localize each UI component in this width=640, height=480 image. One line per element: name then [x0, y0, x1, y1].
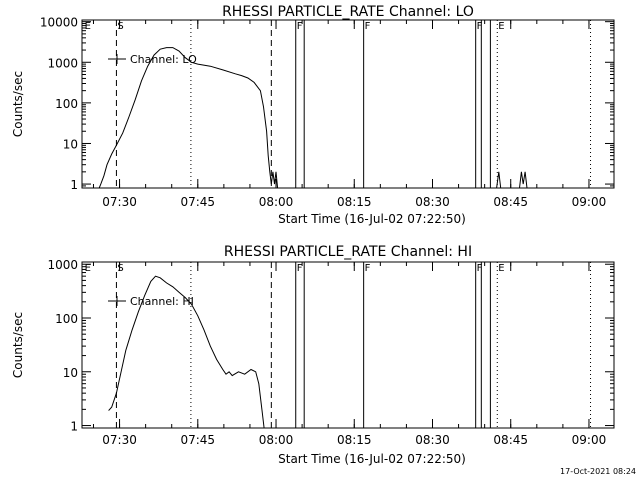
panel-lo: RHESSI PARTICLE_RATE Channel: LO E S F F F E 07…: [11, 4, 615, 226]
plot-frame: [81, 19, 615, 189]
legend-label: Channel: HI: [130, 295, 194, 308]
marker-label: F: [477, 263, 483, 274]
chart-title: RHESSI PARTICLE_RATE Channel: LO: [222, 4, 474, 20]
series-line: [519, 171, 528, 188]
x-tick-label: 08:30: [415, 195, 450, 209]
marker-label: S: [117, 21, 123, 32]
marker-label: S: [117, 263, 123, 274]
y-tick-label: 100: [55, 312, 78, 326]
y-tick-label: 1000: [47, 56, 78, 70]
y-axis-label: Counts/sec: [11, 312, 25, 378]
chart-title: RHESSI PARTICLE_RATE Channel: HI: [224, 244, 472, 260]
marker-label: E: [498, 263, 504, 274]
x-axis-label: Start Time (16-Jul-02 07:22:50): [278, 452, 466, 466]
x-tick-label: 08:15: [337, 195, 372, 209]
footer-timestamp: 17-Oct-2021 08:24: [560, 467, 636, 476]
x-tick-label: 08:15: [337, 433, 372, 447]
x-tick-label: 07:30: [102, 433, 137, 447]
series-line: [98, 47, 279, 188]
plot-frame: [81, 261, 615, 429]
y-tick-label: 1000: [47, 258, 78, 272]
marker-label: F: [297, 21, 303, 32]
marker-label: E: [498, 21, 504, 32]
y-axis-label: Counts/sec: [11, 71, 25, 137]
y-tick-label: 1: [70, 178, 78, 192]
x-tick-label: 07:30: [102, 195, 137, 209]
x-axis-label: Start Time (16-Jul-02 07:22:50): [278, 212, 466, 226]
series-line: [108, 275, 265, 428]
x-tick-label: 09:00: [572, 433, 607, 447]
x-tick-label: 07:45: [180, 195, 215, 209]
y-tick-label: 100: [55, 97, 78, 111]
y-tick-label: 1: [70, 420, 78, 434]
x-tick-label: 08:30: [415, 433, 450, 447]
marker-label: F: [477, 21, 483, 32]
panel-hi: RHESSI PARTICLE_RATE Channel: HI E S F F F E 07…: [11, 244, 615, 466]
marker-label: F: [365, 21, 371, 32]
marker-label: F: [297, 263, 303, 274]
x-tick-label: 09:00: [572, 195, 607, 209]
x-tick-label: 08:00: [259, 195, 294, 209]
x-tick-label: 08:45: [493, 195, 528, 209]
y-tick-label: 10: [63, 137, 78, 151]
x-tick-label: 08:00: [259, 433, 294, 447]
marker-label: E: [85, 21, 91, 32]
x-tick-label: 08:45: [493, 433, 528, 447]
marker-label: F: [365, 263, 371, 274]
legend-label: Channel: LO: [130, 53, 197, 66]
series-line: [496, 171, 502, 188]
y-tick-label: 10: [63, 366, 78, 380]
marker-label: E: [85, 263, 91, 274]
y-tick-label: 10000: [40, 16, 78, 30]
x-tick-label: 07:45: [180, 433, 215, 447]
